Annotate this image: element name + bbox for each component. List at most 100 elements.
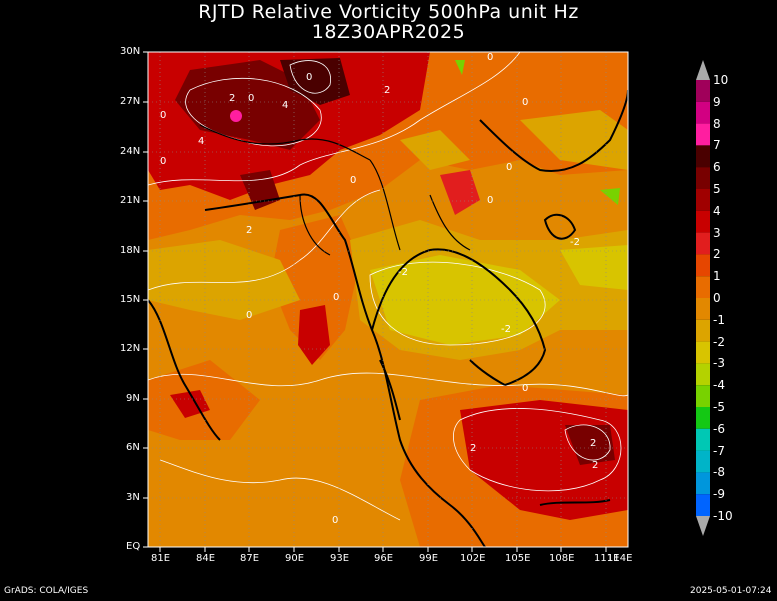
colorbar-label: 3 — [713, 225, 721, 240]
colorbar-swatch — [696, 276, 710, 298]
colorbar-label: 1 — [713, 269, 721, 284]
field-core-darkred-2 — [280, 58, 350, 105]
contour-label: 0 — [487, 52, 494, 63]
colorbar-label: -4 — [713, 378, 725, 393]
colorbar-label: -5 — [713, 400, 725, 414]
colorbar-label: 4 — [713, 203, 721, 218]
contour-label: 2 — [246, 225, 253, 236]
colorbar-swatch — [696, 385, 710, 407]
contour-label: 0 — [306, 72, 313, 83]
lon-label: 84E — [196, 553, 216, 564]
lon-label: 105E — [505, 553, 531, 564]
colorbar-label: 8 — [713, 116, 721, 131]
colorbar-label: 2 — [713, 247, 721, 262]
colorbar-swatch — [696, 407, 710, 429]
contour-label: 0 — [522, 97, 529, 108]
colorbar-swatch — [696, 101, 710, 124]
lat-label: 6N — [126, 442, 140, 453]
contour-label: 0 — [160, 156, 167, 167]
colorbar-swatch — [696, 472, 710, 495]
field-region-green-spot — [455, 60, 465, 75]
lon-label: 90E — [285, 553, 305, 564]
contour-label: 0 — [332, 515, 339, 526]
colorbar-label: 7 — [713, 138, 721, 153]
colorbar-swatch — [696, 189, 710, 211]
country-borders — [199, 124, 471, 256]
contour-label: 2 — [384, 85, 391, 96]
colorbar-swatch — [696, 123, 710, 146]
lon-label: 111E — [594, 553, 620, 564]
field-region-red-laos — [440, 170, 480, 215]
contour-label: 4 — [282, 100, 289, 111]
colorbar — [696, 60, 710, 536]
contour-label: 2 — [229, 93, 236, 104]
colorbar-label: -3 — [713, 356, 725, 371]
field-core-darkred-1 — [175, 60, 320, 150]
colorbar-swatch — [696, 232, 710, 255]
contour-label: 0 — [160, 110, 167, 121]
lat-label: 3N — [126, 492, 140, 503]
colorbar-swatch — [696, 254, 710, 277]
contour-label: 0 — [350, 175, 357, 186]
field-core-darkred-4 — [565, 425, 615, 465]
lon-label: 102E — [460, 553, 486, 564]
field-region-green-spot-2 — [600, 188, 620, 205]
colorbar-swatch — [696, 450, 710, 473]
colorbar-label: -7 — [713, 443, 725, 458]
lon-label: 87E — [240, 553, 260, 564]
lat-label: 9N — [126, 393, 140, 404]
contour-label: 0 — [522, 383, 529, 394]
colorbar-swatch — [696, 145, 710, 168]
colorbar-swatch — [696, 319, 710, 342]
colorbar-label: -9 — [713, 487, 725, 502]
colorbar-swatch — [696, 428, 710, 451]
lon-label: 81E — [151, 553, 171, 564]
lon-label: 108E — [549, 553, 575, 564]
colorbar-label: 10 — [713, 73, 729, 87]
lon-label: 93E — [330, 553, 350, 564]
lat-label: 15N — [120, 294, 141, 305]
chart-subtitle: 18Z30APR2025 — [311, 21, 466, 43]
contour-label: -2 — [501, 324, 511, 335]
lat-label: EQ — [126, 541, 141, 552]
lat-label: 30N — [120, 46, 141, 57]
contour-label: -2 — [570, 237, 580, 248]
colorbar-label: -8 — [713, 465, 725, 480]
field-region-red-bay — [298, 305, 330, 365]
contour-label: 0 — [246, 310, 253, 321]
contour-label: 2 — [590, 438, 597, 449]
vorticity-field — [148, 52, 628, 547]
colorbar-label: -6 — [713, 421, 725, 436]
contour-label: 2 — [470, 443, 477, 454]
contour-lines — [148, 52, 628, 521]
colorbar-label: 0 — [713, 291, 721, 305]
contour-label: 0 — [506, 162, 513, 173]
field-region-yellow-india — [148, 240, 300, 320]
chart-title: RJTD Relative Vorticity 500hPa unit Hz — [198, 1, 579, 23]
contour-label: 0 — [333, 292, 340, 303]
lat-label: 27N — [120, 96, 141, 107]
field-core-magenta — [230, 110, 242, 122]
colorbar-swatch — [696, 210, 710, 233]
field-region-yellow-china — [400, 130, 470, 170]
lon-label: 114E — [607, 553, 633, 564]
colorbar-label: 6 — [713, 160, 721, 175]
contour-label: 0 — [487, 195, 494, 206]
colorbar-swatch — [696, 363, 710, 386]
contour-label: 4 — [198, 136, 205, 147]
colorbar-label: -1 — [713, 312, 725, 327]
field-region-lightyellow-2 — [560, 245, 628, 290]
contour-label: 0 — [248, 93, 255, 104]
lat-label: 24N — [120, 146, 141, 157]
colorbar-swatch — [696, 341, 710, 364]
contour-label: -2 — [398, 267, 408, 278]
lat-label: 18N — [120, 245, 141, 256]
colorbar-top-arrow — [696, 60, 710, 80]
axis-ticks — [143, 51, 607, 552]
lat-label: 21N — [120, 195, 141, 206]
colorbar-swatch — [696, 167, 710, 189]
colorbar-label: 5 — [713, 182, 721, 196]
field-region-yellow-east — [520, 110, 628, 170]
colorbar-label: 9 — [713, 94, 721, 109]
